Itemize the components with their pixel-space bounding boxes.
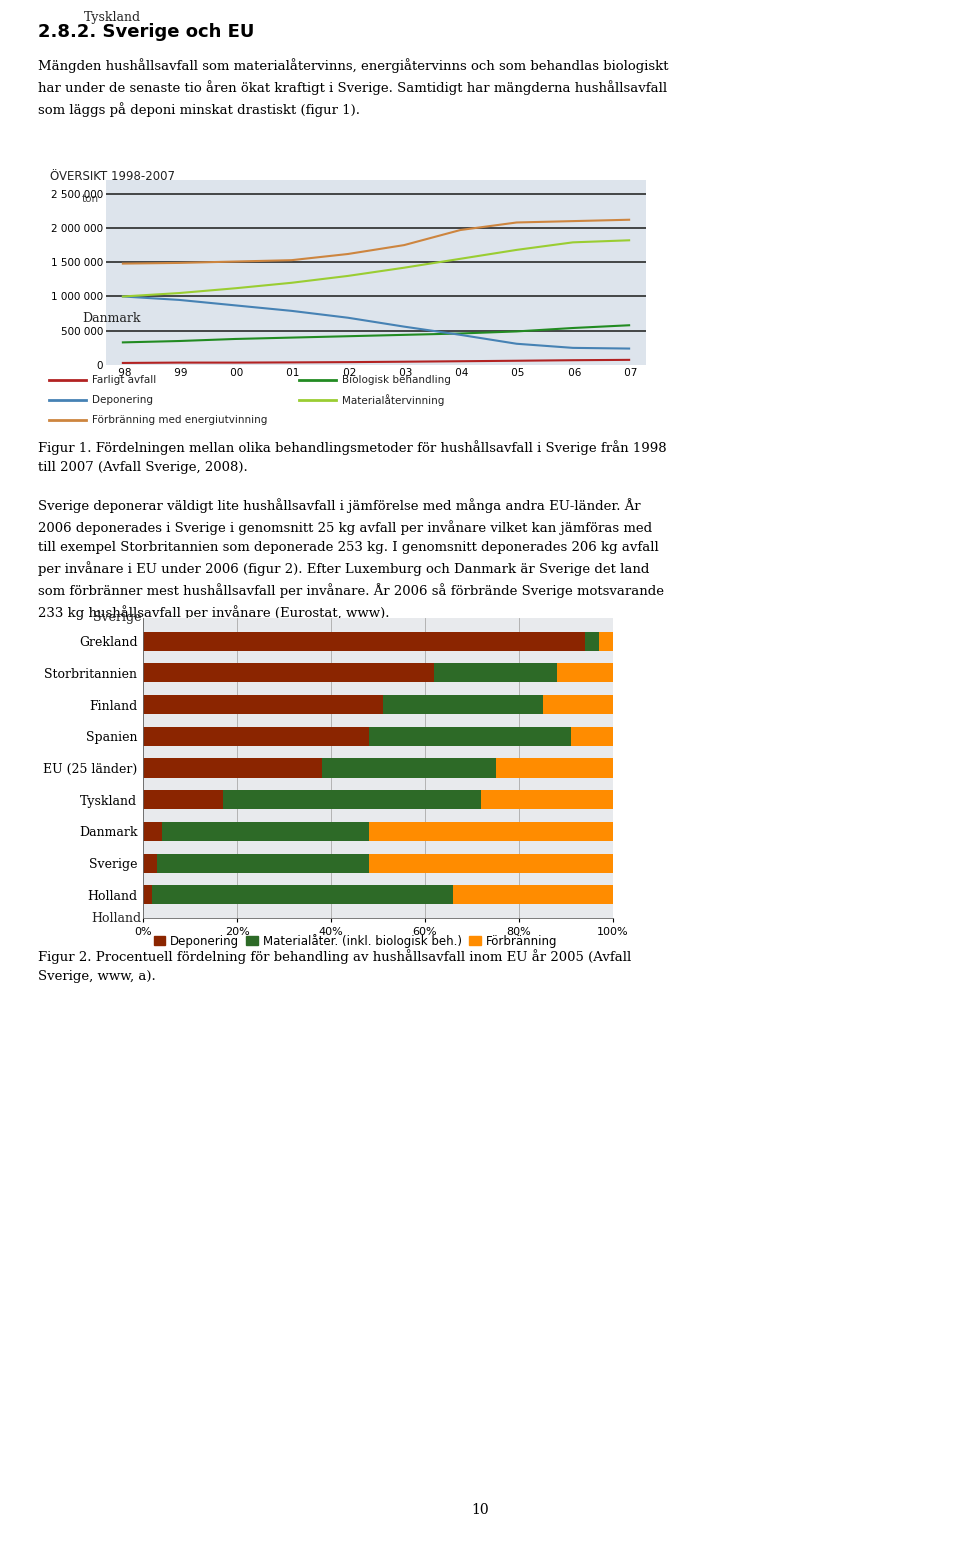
Bar <box>162 822 369 840</box>
Bar <box>383 696 542 714</box>
Text: Mängden hushållsavfall som materialåtervinns, energiåtervinns och som behandlas : Mängden hushållsavfall som materialåterv… <box>38 58 668 117</box>
Text: Materialåtervinning: Materialåtervinning <box>342 394 444 406</box>
Text: Farligt avfall: Farligt avfall <box>92 375 156 384</box>
Bar <box>599 632 613 650</box>
Text: 2.8.2. Sverige och EU: 2.8.2. Sverige och EU <box>38 23 254 40</box>
Text: Holland: Holland <box>91 912 141 924</box>
Bar <box>157 854 369 873</box>
Bar <box>223 790 481 809</box>
Bar <box>143 663 434 683</box>
Legend: Deponering, Materialåter. (inkl. biologisk beh.), Förbränning: Deponering, Materialåter. (inkl. biologi… <box>149 929 562 952</box>
Text: Förbränning med energiutvinning: Förbränning med energiutvinning <box>92 415 267 425</box>
Text: 10: 10 <box>471 1503 489 1517</box>
Text: Deponering: Deponering <box>92 395 153 405</box>
Bar <box>143 854 157 873</box>
Text: ton: ton <box>82 194 99 204</box>
Bar <box>369 727 570 745</box>
Bar <box>542 696 613 714</box>
Bar <box>143 885 153 904</box>
Text: Sverige deponerar väldigt lite hushållsavfall i jämförelse med många andra EU-lä: Sverige deponerar väldigt lite hushållsa… <box>38 498 664 619</box>
Bar <box>143 822 162 840</box>
Bar <box>570 727 613 745</box>
Text: Figur 1. Fördelningen mellan olika behandlingsmetoder för hushållsavfall i Sveri: Figur 1. Fördelningen mellan olika behan… <box>38 440 666 475</box>
Text: Figur 2. Procentuell fördelning för behandling av hushållsavfall inom EU år 2005: Figur 2. Procentuell fördelning för beha… <box>38 949 632 983</box>
Text: ÖVERSIKT 1998-2007: ÖVERSIKT 1998-2007 <box>50 170 176 184</box>
Bar <box>143 758 322 778</box>
Bar <box>143 727 369 745</box>
Bar <box>143 632 585 650</box>
Bar <box>322 758 495 778</box>
Bar <box>557 663 613 683</box>
Text: Biologisk behandling: Biologisk behandling <box>342 375 451 384</box>
Bar <box>153 885 453 904</box>
Text: Danmark: Danmark <box>83 311 141 325</box>
Text: Tyskland: Tyskland <box>84 11 141 25</box>
Bar <box>495 758 613 778</box>
Bar <box>453 885 613 904</box>
Text: Sverige: Sverige <box>92 612 141 624</box>
Bar <box>585 632 599 650</box>
Bar <box>369 822 613 840</box>
Bar <box>143 790 223 809</box>
Bar <box>143 696 383 714</box>
Bar <box>434 663 557 683</box>
Bar <box>369 854 613 873</box>
Bar <box>481 790 613 809</box>
